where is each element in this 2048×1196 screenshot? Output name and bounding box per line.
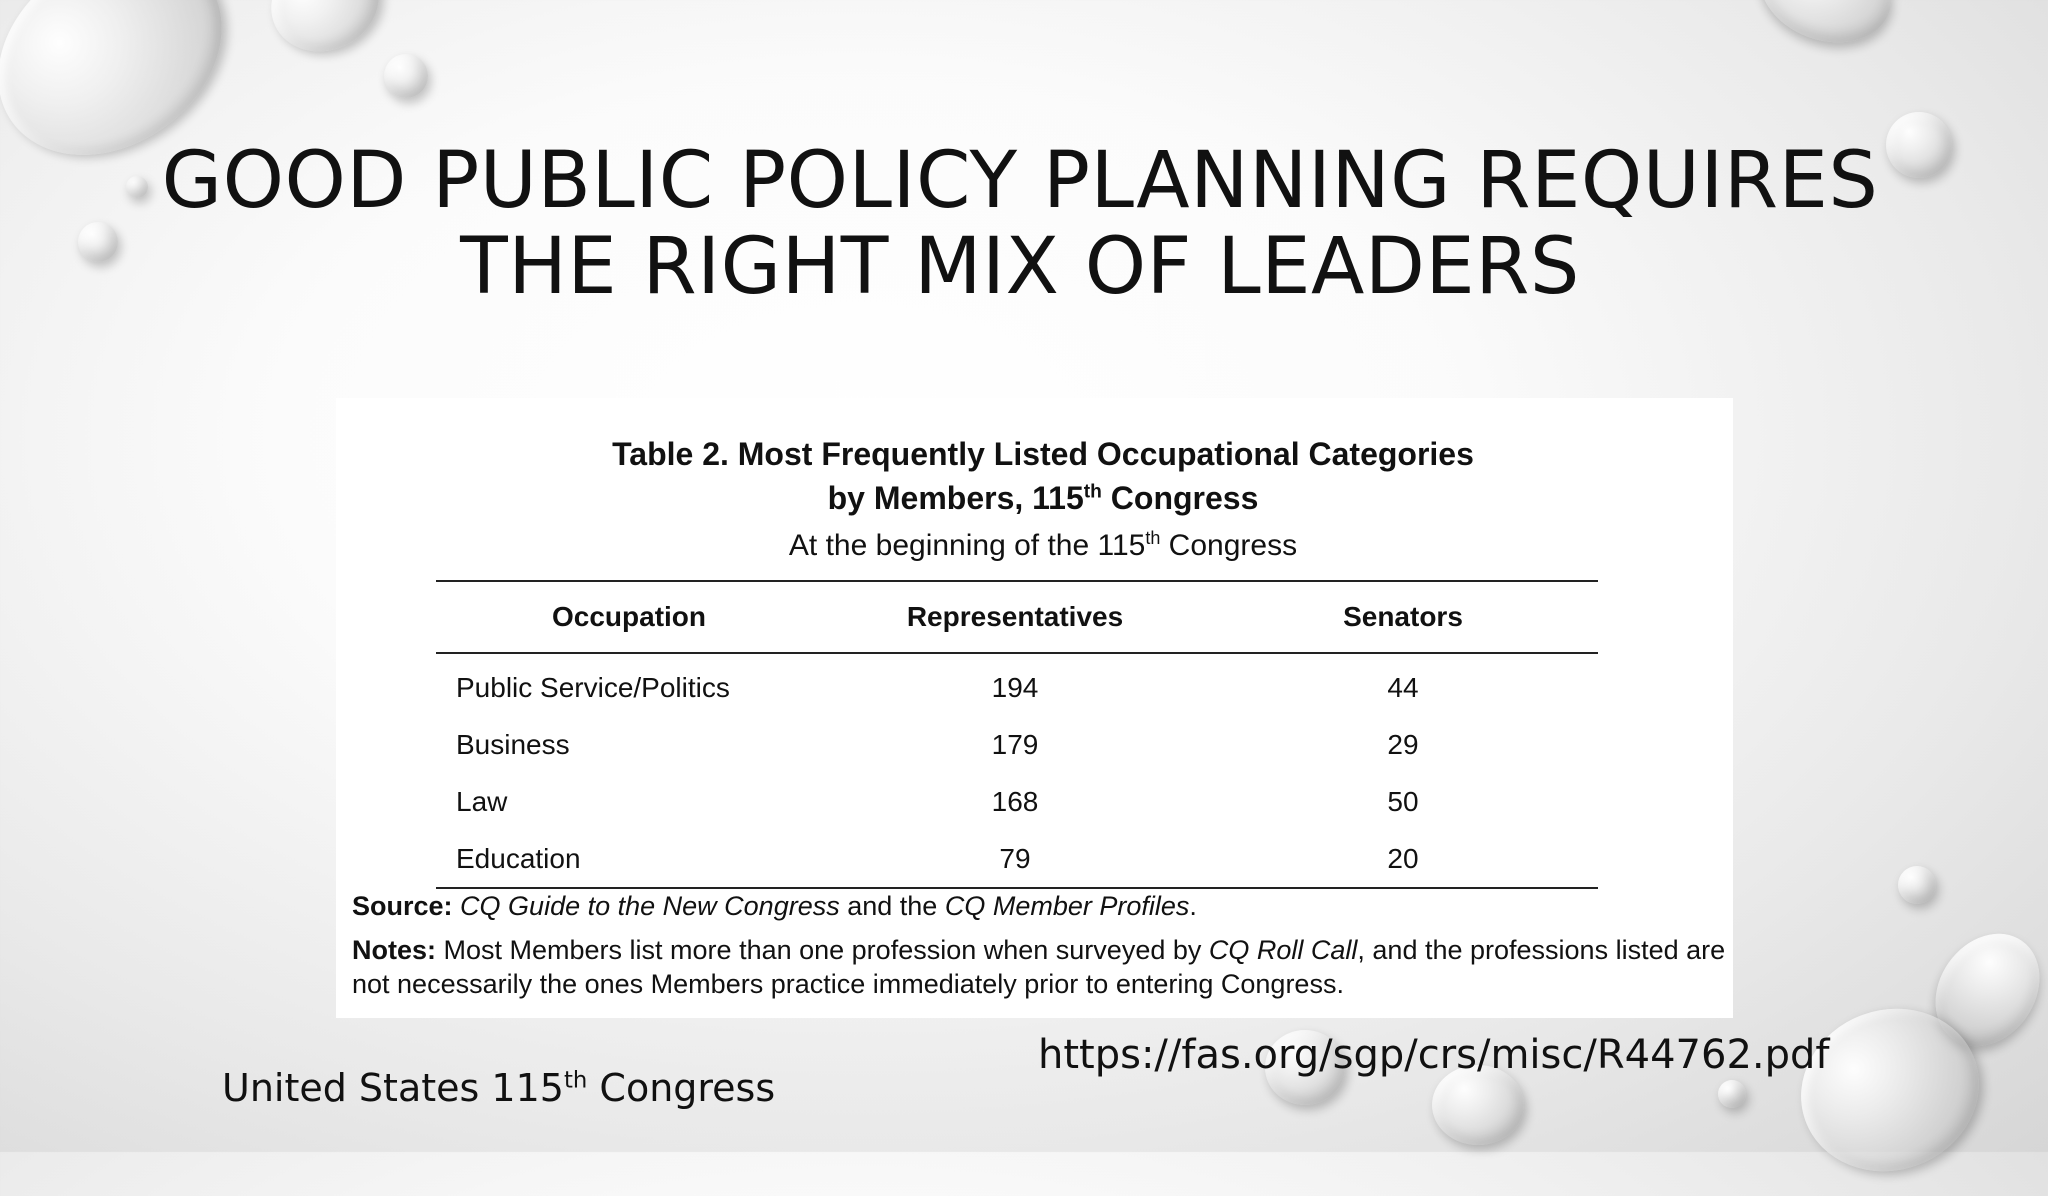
cell-occupation: Business bbox=[456, 728, 570, 760]
table-row: Education 79 20 bbox=[436, 830, 1598, 889]
cell-occupation: Education bbox=[436, 830, 822, 889]
cell-representatives: 194 bbox=[991, 671, 1039, 703]
slide-caption: United States 115th Congress bbox=[222, 1066, 776, 1110]
header-senators: Senators bbox=[1208, 580, 1598, 654]
cell-occupation: Public Service/Politics bbox=[456, 671, 730, 703]
water-drop-decoration bbox=[384, 54, 428, 98]
water-drop-decoration bbox=[1898, 866, 1936, 904]
cell-representatives: 168 bbox=[991, 785, 1039, 817]
cell-representatives: 79 bbox=[822, 830, 1208, 889]
header-occupation: Occupation bbox=[436, 580, 822, 654]
table-title-line2: by Members, 115th Congress bbox=[827, 480, 1259, 516]
table-row: Law 168 50 bbox=[436, 773, 1598, 830]
table-title: Table 2. Most Frequently Listed Occupati… bbox=[336, 432, 1750, 520]
water-drop-decoration bbox=[1744, 0, 1907, 61]
source-url-link[interactable]: https://fas.org/sgp/crs/misc/R44762.pdf bbox=[1038, 1032, 1830, 1078]
cell-senators: 44 bbox=[1387, 671, 1419, 703]
table-subtitle: At the beginning of the 115th Congress bbox=[788, 528, 1298, 562]
table-source-note: Source: CQ Guide to the New Congress and… bbox=[352, 891, 1197, 921]
water-drop-decoration bbox=[126, 176, 148, 198]
cell-senators: 50 bbox=[1387, 785, 1419, 817]
table-image: Table 2. Most Frequently Listed Occupati… bbox=[336, 398, 1733, 1018]
table-notes: Notes: Most Members list more than one p… bbox=[352, 935, 1726, 999]
table-row: Business 179 29 bbox=[436, 716, 1598, 773]
water-drop-decoration bbox=[1432, 1065, 1524, 1145]
cell-senators: 29 bbox=[1387, 728, 1419, 760]
header-representatives: Representatives bbox=[822, 580, 1208, 654]
occupation-table: Occupation Representatives Senators Publ… bbox=[436, 580, 1598, 889]
water-drop-decoration bbox=[1886, 112, 1952, 178]
table-title-line1: Table 2. Most Frequently Listed Occupati… bbox=[612, 436, 1474, 472]
table-row: Public Service/Politics 194 44 bbox=[436, 653, 1598, 716]
water-drop-decoration bbox=[1718, 1080, 1746, 1108]
water-drop-decoration bbox=[1265, 1030, 1345, 1105]
cell-occupation: Law bbox=[456, 785, 508, 817]
water-drop-decoration bbox=[78, 222, 118, 262]
table-header-row: Occupation Representatives Senators bbox=[436, 580, 1598, 654]
cell-representatives: 179 bbox=[991, 728, 1039, 760]
water-drop-decoration bbox=[255, 0, 395, 69]
slide-title: GOOD PUBLIC POLICY PLANNING REQUIRES THE… bbox=[161, 136, 1879, 312]
cell-senators: 20 bbox=[1208, 830, 1598, 889]
